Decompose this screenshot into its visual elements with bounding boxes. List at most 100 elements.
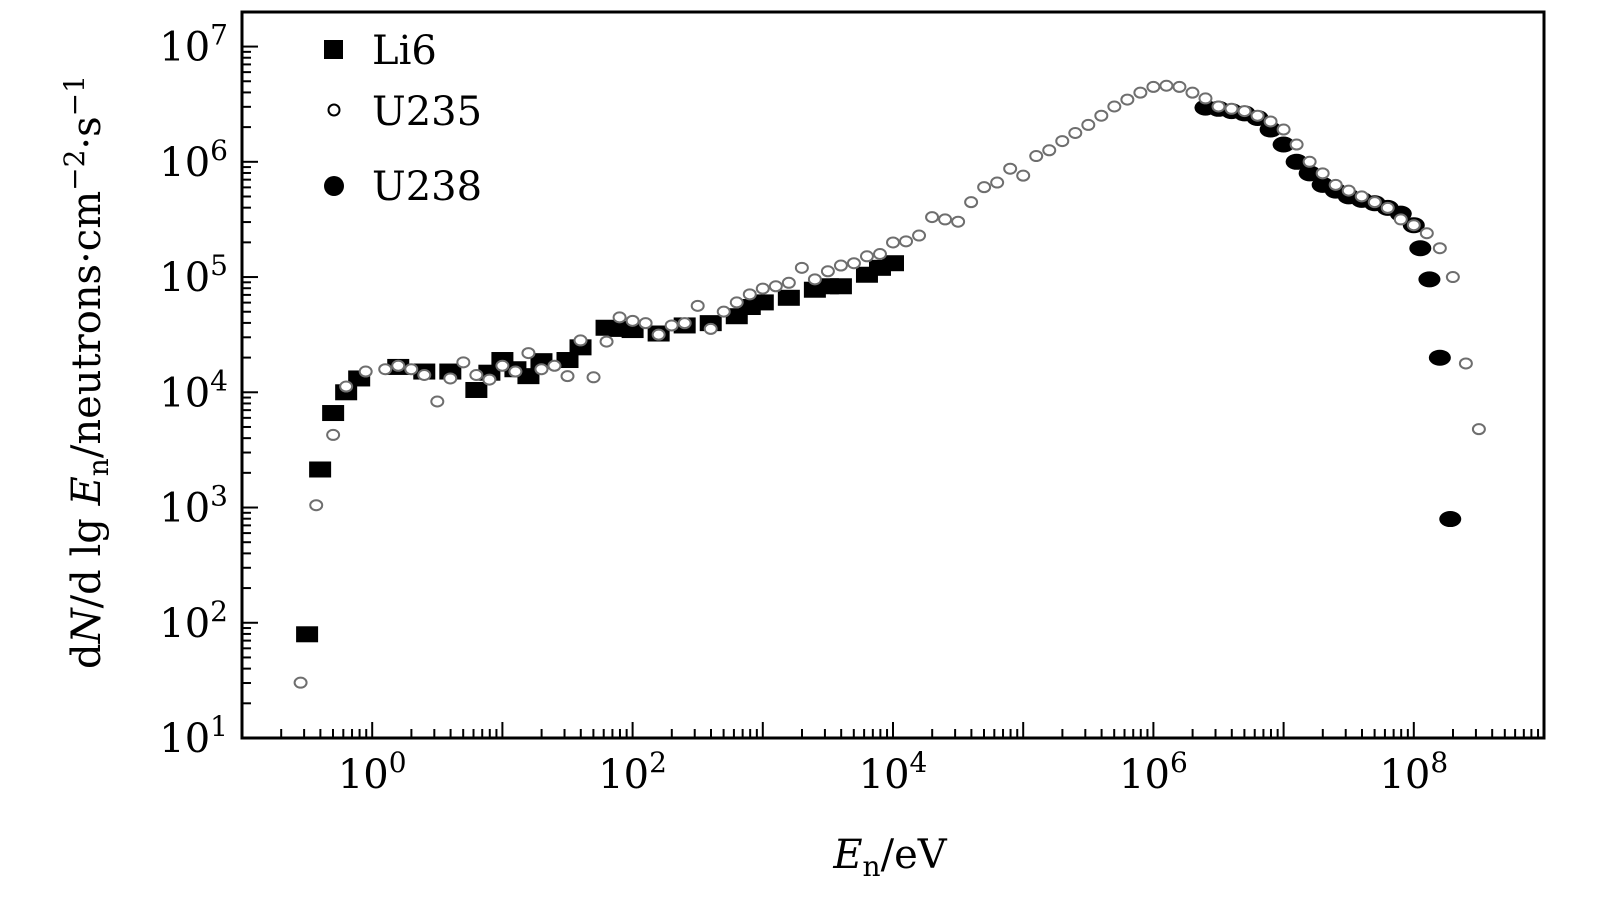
y-tick-label: 102 xyxy=(159,595,228,647)
u235-point xyxy=(1250,109,1265,122)
u235-point xyxy=(1120,93,1135,106)
u235-point xyxy=(612,311,627,324)
li6-point xyxy=(751,294,774,311)
u235-point xyxy=(573,334,588,347)
u235-point xyxy=(599,335,614,348)
u235-point xyxy=(859,250,874,263)
y-tick-label: 104 xyxy=(159,364,228,416)
u235-point xyxy=(886,236,900,249)
u235-point xyxy=(1211,100,1226,113)
u235-point xyxy=(625,314,640,327)
u235-point xyxy=(820,265,835,278)
y-tick-label: 106 xyxy=(159,134,228,186)
u235-point xyxy=(1029,150,1044,163)
tick-labels: 100 102 104 106 108 101 102 103 104 105 106 107 xyxy=(159,19,1448,798)
u235-point xyxy=(293,676,308,689)
u235-point xyxy=(925,211,940,224)
u235-point xyxy=(1393,213,1408,226)
u235-point xyxy=(912,229,927,242)
u235-point xyxy=(990,176,1005,189)
li6-point xyxy=(322,405,345,422)
u235-point xyxy=(1003,162,1018,175)
u238-point xyxy=(1272,136,1295,153)
u235-point xyxy=(1081,118,1096,131)
u235-point xyxy=(404,363,419,376)
x-axis-label: En/eV xyxy=(832,832,947,883)
legend-label-li6: Li6 xyxy=(372,28,437,74)
li6-point xyxy=(530,353,553,370)
y-axis-label: dN/d lg En/neutrons·cm−2·s−1 xyxy=(58,75,115,669)
legend-marker-u238 xyxy=(324,176,344,196)
u235-point xyxy=(378,363,393,376)
u235-point xyxy=(1263,115,1278,128)
u235-point xyxy=(781,276,796,289)
u235-point xyxy=(1432,242,1447,255)
u235-point xyxy=(1289,138,1304,151)
u235-point xyxy=(729,296,744,309)
li6-point xyxy=(556,352,579,369)
u235-point xyxy=(1471,423,1486,436)
u235-point xyxy=(768,280,783,293)
u235-point xyxy=(1159,79,1174,92)
li6-point xyxy=(465,381,488,398)
u235-point xyxy=(1224,102,1239,115)
u235-point xyxy=(1406,219,1421,232)
u235-point xyxy=(794,261,809,274)
axis-ticks xyxy=(241,45,1540,739)
u238-point xyxy=(1409,240,1432,257)
u235-point xyxy=(716,305,731,318)
u235-point xyxy=(938,213,953,226)
u235-point xyxy=(1237,105,1252,118)
u235-point xyxy=(586,371,601,384)
u235-point xyxy=(951,215,966,228)
u235-point xyxy=(1354,190,1369,203)
data-markers xyxy=(293,79,1486,689)
x-tick-label: 104 xyxy=(859,746,928,798)
u235-point xyxy=(1458,357,1473,370)
u238-point xyxy=(1298,165,1321,182)
u235-point xyxy=(547,359,562,372)
y-tick-label: 107 xyxy=(159,19,228,71)
u235-point xyxy=(664,319,679,332)
y-tick-label: 103 xyxy=(159,480,228,532)
u235-point xyxy=(1315,167,1330,180)
u235-point xyxy=(1133,86,1148,99)
u238-point xyxy=(1259,121,1282,138)
u235-point xyxy=(1172,80,1187,93)
u235-point xyxy=(508,365,523,378)
u235-point xyxy=(833,259,848,272)
u235-point xyxy=(755,282,770,295)
legend-label-u238: U238 xyxy=(372,164,482,210)
u235-point xyxy=(1367,196,1382,209)
u238-point xyxy=(1285,153,1308,170)
u235-point xyxy=(1341,184,1356,197)
u235-point xyxy=(872,248,887,260)
u235-point xyxy=(690,299,705,312)
u235-point xyxy=(1276,123,1291,136)
u235-point xyxy=(964,196,979,209)
li6-point xyxy=(309,461,332,478)
u235-point xyxy=(309,499,324,512)
legend-marker-li6 xyxy=(324,40,343,59)
y-tick-label: 105 xyxy=(159,249,228,301)
legend: Li6 U235 U238 xyxy=(324,28,482,210)
u235-point xyxy=(677,317,692,330)
u238-point xyxy=(1439,511,1462,528)
u235-point xyxy=(534,363,549,376)
u235-point xyxy=(1419,227,1434,240)
u235-point xyxy=(495,359,510,372)
u235-point xyxy=(703,322,718,335)
u238-point xyxy=(1428,349,1451,366)
u235-point xyxy=(326,428,341,441)
x-tick-label: 106 xyxy=(1119,746,1188,798)
x-tick-label: 102 xyxy=(598,746,667,798)
u235-point xyxy=(391,359,406,372)
u235-point xyxy=(846,257,861,270)
u235-point xyxy=(1198,92,1213,105)
u235-point xyxy=(1068,127,1083,139)
u235-point xyxy=(482,373,497,386)
u235-point xyxy=(899,235,914,248)
u235-point xyxy=(1185,86,1200,99)
u235-point xyxy=(807,273,822,286)
